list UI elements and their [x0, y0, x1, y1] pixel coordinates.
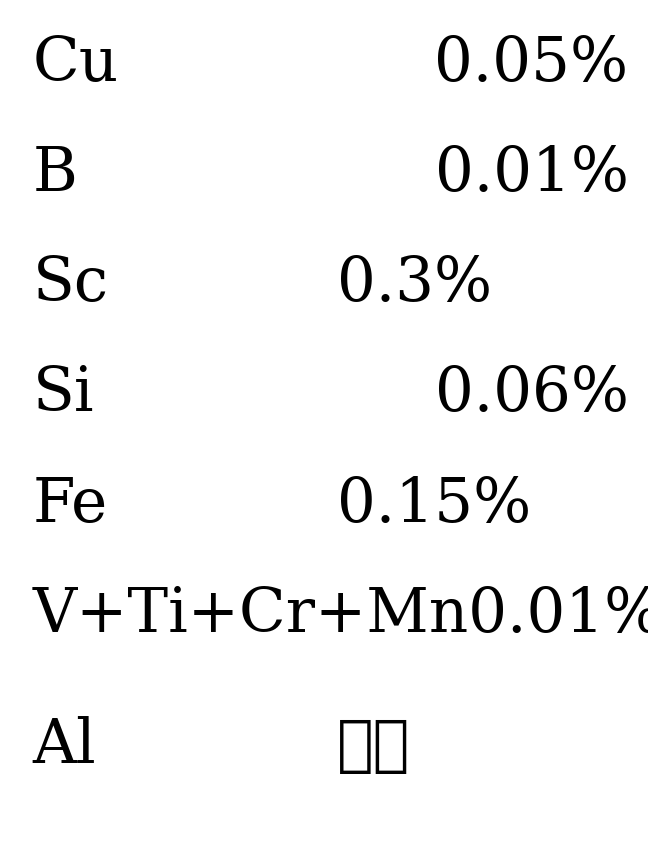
Text: Sc: Sc	[32, 254, 108, 314]
Text: 0.05%: 0.05%	[434, 34, 629, 93]
Text: Cu: Cu	[32, 34, 119, 93]
Text: Fe: Fe	[32, 475, 108, 534]
Text: 0.15%: 0.15%	[337, 475, 531, 534]
Text: Si: Si	[32, 365, 94, 424]
Text: 余量: 余量	[337, 717, 410, 776]
Text: 0.3%: 0.3%	[337, 254, 492, 314]
Text: 0.01%: 0.01%	[435, 144, 629, 204]
Text: B: B	[32, 144, 77, 204]
Text: Al: Al	[32, 717, 96, 776]
Text: 0.06%: 0.06%	[435, 365, 629, 424]
Text: V+Ti+Cr+Mn0.01%: V+Ti+Cr+Mn0.01%	[32, 585, 648, 644]
